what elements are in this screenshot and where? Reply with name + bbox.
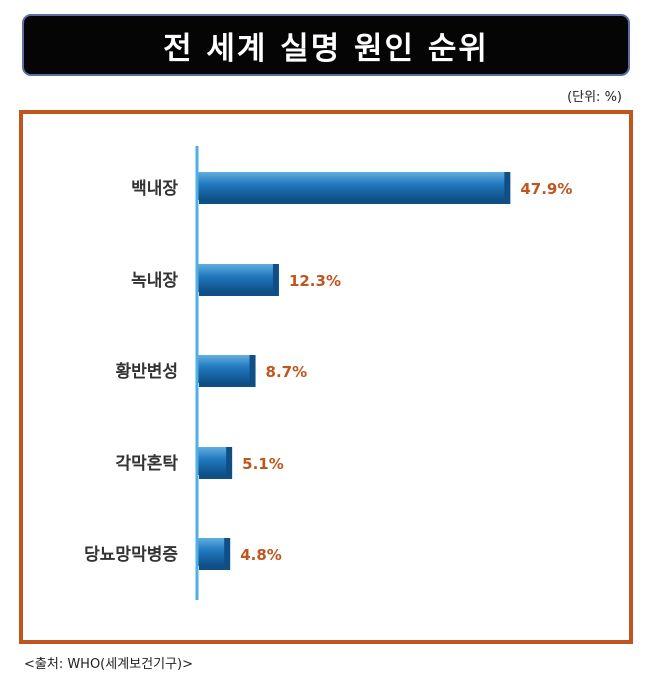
bar bbox=[197, 538, 225, 566]
source-note: <출처: WHO(세계보건기구)> bbox=[24, 657, 193, 672]
category-label: 녹내장 bbox=[131, 271, 178, 291]
bar bbox=[197, 172, 505, 200]
bar bbox=[197, 264, 273, 292]
data-label: 12.3% bbox=[289, 272, 341, 290]
chart-title: 전 세계 실명 원인 순위 bbox=[163, 30, 489, 67]
category-label: 당뇨망막병증 bbox=[84, 545, 178, 565]
category-label: 황반변성 bbox=[115, 362, 178, 382]
data-label: 4.8% bbox=[240, 546, 282, 564]
data-label: 47.9% bbox=[520, 180, 572, 198]
category-label: 각막혼탁 bbox=[115, 453, 178, 474]
bar bbox=[197, 355, 250, 383]
data-label: 5.1% bbox=[242, 455, 284, 473]
unit-note: (단위: %) bbox=[567, 90, 622, 105]
bar bbox=[197, 447, 227, 475]
data-label: 8.7% bbox=[266, 363, 308, 381]
category-label: 백내장 bbox=[131, 179, 178, 199]
chart-title-bar: 전 세계 실명 원인 순위 bbox=[22, 14, 630, 76]
